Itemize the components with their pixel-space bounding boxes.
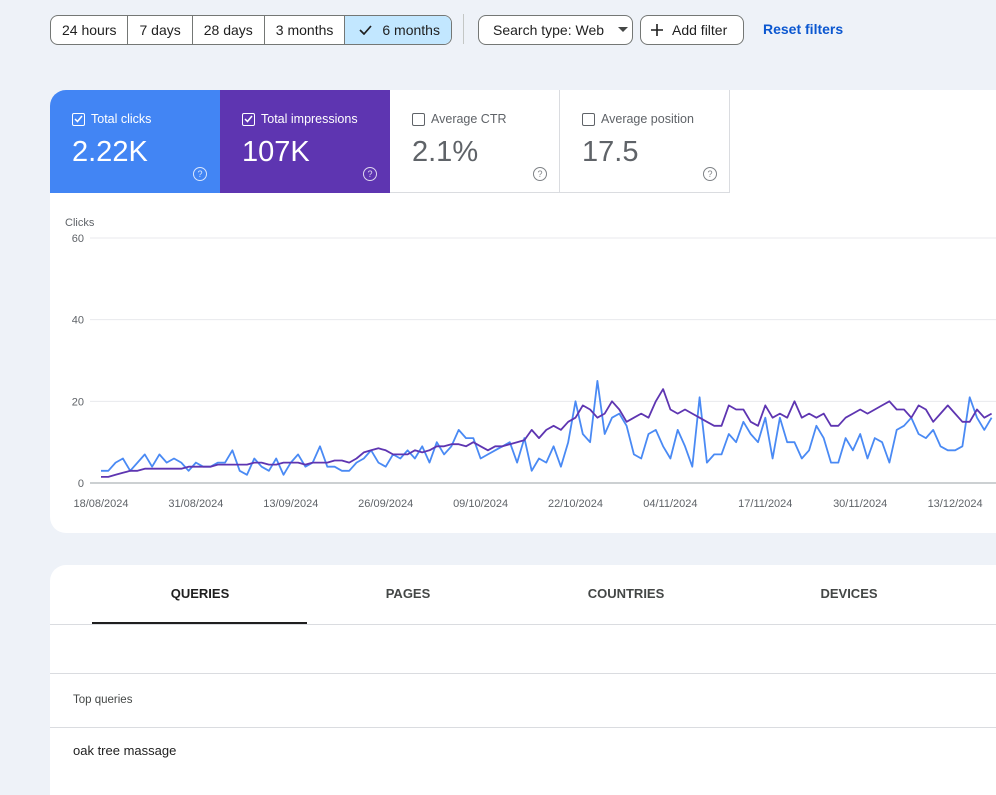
table-title: Top queries <box>73 694 133 706</box>
x-tick-label: 13/09/2024 <box>263 498 318 510</box>
metric-card[interactable]: Average position 17.5? <box>560 90 730 193</box>
x-tick-label: 17/11/2024 <box>738 498 792 510</box>
performance-card: Clicks 0 20 40 60 18/08/2024 31/08/2024 13/09/2… <box>50 90 996 533</box>
table-card: Top queries QUERIES PAGES COUNTRIES DEVICES… <box>50 565 996 795</box>
checkbox <box>242 112 255 126</box>
help-icon: ? <box>193 167 207 181</box>
metric-card[interactable]: Average CTR 2.1%? <box>390 90 560 193</box>
y-tick-label: 40 <box>72 315 84 327</box>
tab[interactable]: DEVICES <box>820 586 878 601</box>
metric-card[interactable]: Total clicks 2.22K? <box>50 90 220 193</box>
x-tick-label: 04/11/2024 <box>643 498 697 510</box>
query-row[interactable]: oak tree massage <box>73 743 177 758</box>
page: 24 hours 7 days 28 days 3 months 6 months Se… <box>50 14 996 795</box>
dropdown-icon <box>618 27 629 32</box>
x-tick-label: 18/08/2024 <box>73 498 128 510</box>
check-icon <box>74 115 83 123</box>
y-tick-label: 60 <box>72 233 84 245</box>
add-filter-button[interactable]: Add filter <box>640 15 744 45</box>
check-icon <box>359 25 373 35</box>
date-range-label: 24 hours <box>62 22 117 38</box>
x-tick-label: 31/08/2024 <box>168 498 223 510</box>
tab[interactable]: QUERIES <box>170 586 230 601</box>
metric-value: 107K <box>242 136 310 168</box>
search-type-button[interactable]: Search type: Web <box>478 15 633 45</box>
date-range-option[interactable]: 6 months <box>344 16 451 44</box>
y-tick-label: 0 <box>78 478 84 490</box>
chart: Clicks 0 20 40 60 18/08/2024 31/08/2024 13/09/2… <box>65 217 996 510</box>
tab[interactable]: COUNTRIES <box>587 586 665 601</box>
date-range-option[interactable]: 24 hours <box>51 16 127 44</box>
y-tick-label: 20 <box>72 396 84 408</box>
search-type-label: Search type: Web <box>493 22 605 38</box>
y-axis-label: Clicks <box>65 217 95 229</box>
reset-filters-link[interactable]: Reset filters <box>763 21 844 37</box>
x-tick-label: 30/11/2024 <box>833 498 887 510</box>
x-tick-label: 26/09/2024 <box>358 498 413 510</box>
metric-label: Total clicks <box>91 112 152 126</box>
date-range-option[interactable]: 7 days <box>127 16 191 44</box>
x-tick-label: 13/12/2024 <box>928 498 983 510</box>
metric-label: Total impressions <box>261 112 358 126</box>
data-line <box>101 380 993 476</box>
tab[interactable]: PAGES <box>385 586 431 601</box>
checkbox <box>582 112 595 126</box>
metric-label: Average CTR <box>431 112 507 126</box>
tab-indicator <box>92 622 307 624</box>
metric-value: 2.22K <box>72 136 148 168</box>
metric-label-row: Average position <box>582 112 694 126</box>
check-icon <box>244 115 253 123</box>
help-icon: ? <box>703 167 717 181</box>
date-range-label: 3 months <box>275 22 334 38</box>
plus-icon <box>651 24 663 36</box>
date-range-label: 28 days <box>203 22 253 38</box>
metric-value: 17.5 <box>582 136 639 168</box>
divider <box>463 14 464 44</box>
date-range-option[interactable]: 3 months <box>263 16 345 44</box>
date-range-option[interactable]: 28 days <box>191 16 264 44</box>
checkbox <box>72 112 85 126</box>
metric-label-row: Average CTR <box>412 112 507 126</box>
data-line <box>101 388 993 478</box>
date-range-group: 24 hours 7 days 28 days 3 months 6 months <box>50 15 452 45</box>
metric-card[interactable]: Total impressions 107K? <box>220 90 390 193</box>
x-tick-label: 22/10/2024 <box>548 498 603 510</box>
x-tick-label: 09/10/2024 <box>453 498 508 510</box>
metric-label-row: Total clicks <box>72 112 151 126</box>
add-filter-label: Add filter <box>672 22 728 38</box>
date-range-label: 6 months <box>382 22 440 38</box>
help-icon: ? <box>533 167 547 181</box>
help-icon: ? <box>363 167 377 181</box>
checkbox <box>412 112 425 126</box>
metric-label: Average position <box>601 112 694 126</box>
date-range-label: 7 days <box>139 22 181 38</box>
metric-label-row: Total impressions <box>242 112 358 126</box>
metric-value: 2.1% <box>412 136 479 168</box>
